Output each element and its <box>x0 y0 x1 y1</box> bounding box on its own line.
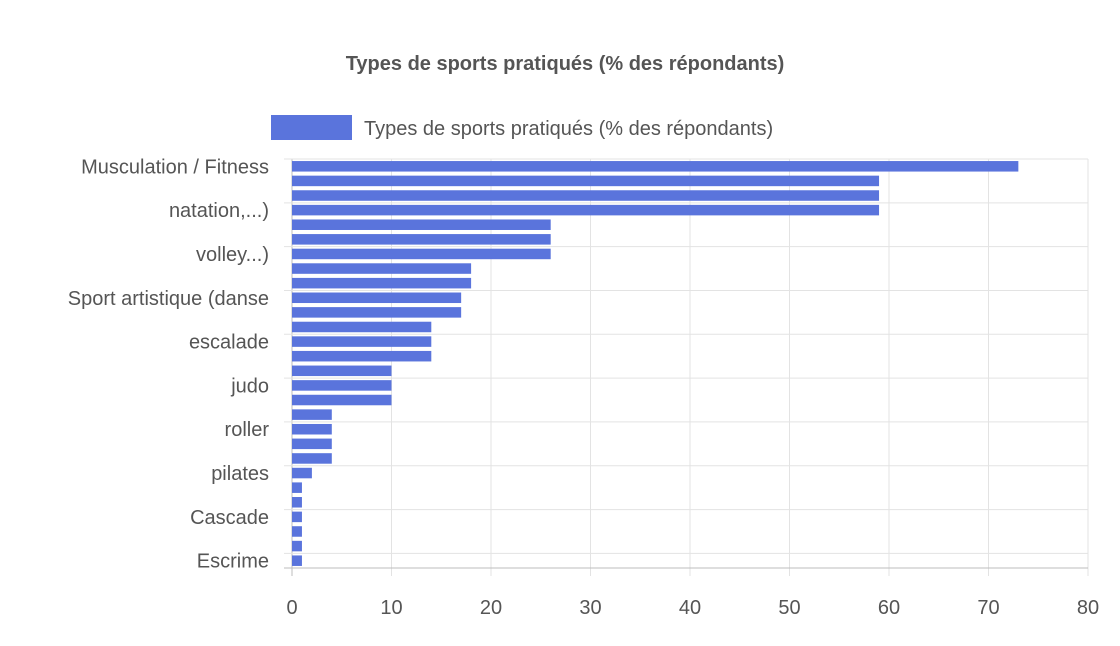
bar[interactable] <box>292 380 392 391</box>
grid-lines <box>284 158 1089 576</box>
y-tick-label: pilates <box>211 463 269 485</box>
x-tick-label: 50 <box>778 597 800 619</box>
bar[interactable] <box>292 555 302 566</box>
x-tick-label: 60 <box>878 597 900 619</box>
x-tick-label: 70 <box>977 597 999 619</box>
y-tick-label: judo <box>230 375 269 397</box>
legend-swatch <box>271 115 352 140</box>
bar[interactable] <box>292 219 551 230</box>
bars <box>292 161 1019 566</box>
bar[interactable] <box>292 394 392 406</box>
legend[interactable]: Types de sports pratiqués (% des réponda… <box>271 115 773 140</box>
chart-title: Types de sports pratiqués (% des réponda… <box>346 53 785 75</box>
legend-label: Types de sports pratiqués (% des réponda… <box>364 118 773 140</box>
bar[interactable] <box>292 277 472 289</box>
bar[interactable] <box>292 175 880 187</box>
bar[interactable] <box>292 365 392 377</box>
bar[interactable] <box>292 409 332 420</box>
bar[interactable] <box>292 292 462 304</box>
x-tick-label: 10 <box>380 597 402 619</box>
bar[interactable] <box>292 438 332 450</box>
x-tick-label: 20 <box>480 597 502 619</box>
bar[interactable] <box>292 161 1019 172</box>
x-tick-label: 0 <box>286 597 297 619</box>
bar[interactable] <box>292 526 302 537</box>
bar[interactable] <box>292 350 432 362</box>
bar[interactable] <box>292 453 332 464</box>
bar[interactable] <box>292 321 432 333</box>
bar[interactable] <box>292 423 332 435</box>
y-tick-label: natation,...) <box>169 200 269 222</box>
bar[interactable] <box>292 263 472 274</box>
y-tick-label: roller <box>225 419 270 441</box>
y-tick-label: Musculation / Fitness <box>81 156 269 178</box>
bar[interactable] <box>292 497 302 508</box>
y-tick-label: volley...) <box>196 244 269 266</box>
bar[interactable] <box>292 307 462 318</box>
x-tick-label: 80 <box>1077 597 1099 619</box>
bar[interactable] <box>292 204 880 216</box>
x-tick-label: 40 <box>679 597 701 619</box>
bar[interactable] <box>292 336 432 347</box>
y-tick-label: Cascade <box>190 507 269 529</box>
y-axis-tick-labels: Musculation / Fitness natation,...) volley… <box>68 156 270 572</box>
y-tick-label: escalade <box>189 332 269 354</box>
bar[interactable] <box>292 511 302 523</box>
bar[interactable] <box>292 467 312 479</box>
y-tick-label: Escrime <box>197 551 269 573</box>
y-tick-label: Sport artistique (danse <box>68 288 269 310</box>
bar[interactable] <box>292 190 880 201</box>
x-axis-tick-labels: 0 10 20 30 40 50 60 70 80 <box>286 597 1099 619</box>
bar[interactable] <box>292 248 551 260</box>
bar[interactable] <box>292 234 551 245</box>
x-tick-label: 30 <box>579 597 601 619</box>
bar[interactable] <box>292 540 302 552</box>
bar[interactable] <box>292 482 302 493</box>
